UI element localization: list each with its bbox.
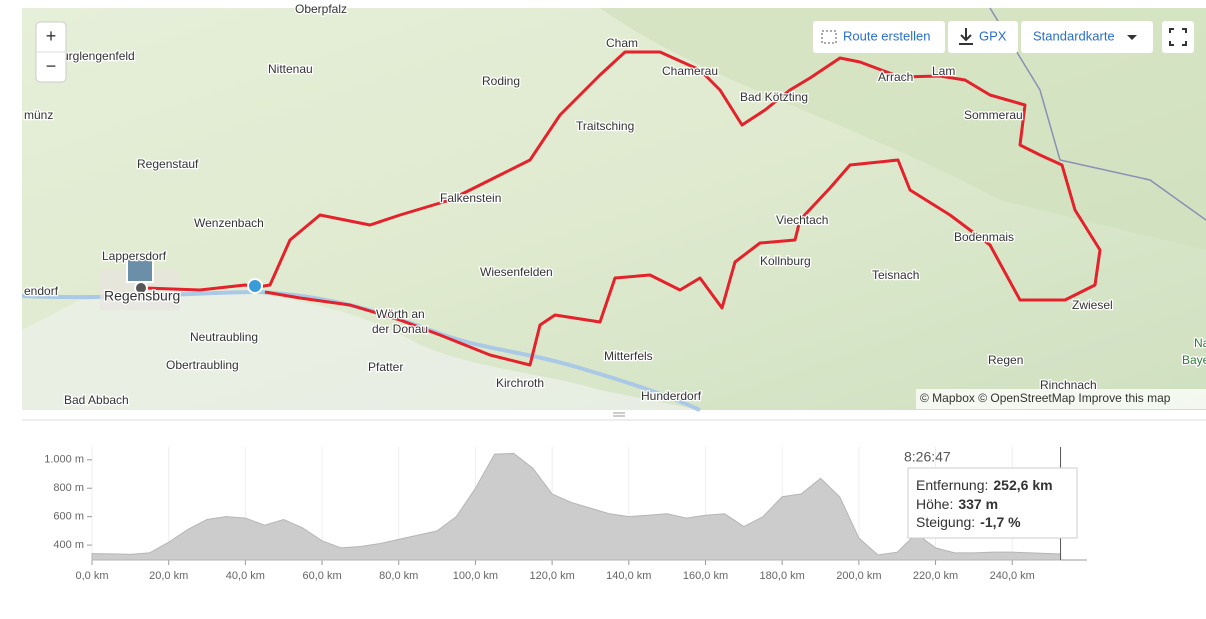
place: Arrach (878, 70, 913, 84)
place: Mitterfels (604, 349, 653, 363)
place: Na (1194, 336, 1206, 350)
route-icon (821, 30, 837, 44)
place: Nittenau (268, 62, 313, 76)
tooltip-key: Höhe: (916, 496, 953, 512)
place: Chamerau (662, 64, 718, 78)
place: Lam (932, 64, 955, 78)
x-tick-label: 100,0 km (453, 570, 498, 582)
tooltip-value: 337 m (958, 496, 998, 512)
border (989, 7, 1206, 221)
x-tick-label: 240,0 km (990, 570, 1035, 582)
place: Traitsching (576, 119, 634, 133)
x-tick-label: 220,0 km (913, 570, 958, 582)
place: der Donau (372, 322, 428, 336)
place: Baye (1182, 353, 1206, 367)
tooltip-time: 8:26:47 (904, 449, 951, 465)
tooltip-value: -1,7 % (980, 514, 1021, 530)
y-tick-label: 1.000 m (44, 454, 84, 466)
place: Teisnach (872, 268, 919, 282)
place: Viechtach (776, 213, 828, 227)
gpx-button-label[interactable]: GPX (979, 28, 1007, 43)
x-tick-label: 60,0 km (302, 570, 341, 582)
map-toolbar: Route erstellen GPX Standardkarte (813, 21, 1194, 53)
place: Falkenstein (440, 191, 501, 205)
finish-marker (134, 281, 148, 295)
place: Regenstauf (137, 157, 199, 171)
plain-area (22, 290, 700, 410)
tooltip-value: 252,6 km (993, 477, 1052, 493)
x-tick-label: 200,0 km (836, 570, 881, 582)
place: Obertraubling (166, 358, 239, 372)
place: Regen (988, 353, 1023, 367)
attribution[interactable]: © Mapbox © OpenStreetMap Improve this ma… (920, 391, 1171, 405)
place: Bodenmais (954, 230, 1014, 244)
place: Lappersdorf (102, 249, 167, 263)
x-tick-label: 20,0 km (149, 570, 188, 582)
x-tick-label: 0,0 km (75, 570, 108, 582)
place: Neutraubling (190, 330, 258, 344)
forest-area (600, 8, 1206, 250)
attribution-bg (916, 389, 1206, 409)
download-icon (959, 28, 973, 45)
place: urglengenfeld (62, 49, 135, 63)
place: Wiesenfelden (480, 265, 553, 279)
route (144, 50, 1102, 367)
x-tick-label: 160,0 km (683, 570, 728, 582)
place: Bad Kötzting (740, 90, 808, 104)
place: Kollnburg (760, 254, 811, 268)
x-tick-label: 120,0 km (529, 570, 574, 582)
place: Kirchroth (496, 376, 544, 390)
place: Regensburg (104, 288, 180, 304)
tooltip-key: Steigung: (916, 514, 975, 530)
place: Bad Abbach (64, 393, 129, 407)
elevation-area (91, 452, 1062, 561)
x-tick-label: 140,0 km (606, 570, 651, 582)
place: Sommerau (964, 108, 1023, 122)
tooltip-row: Entfernung: 252,6 km (916, 477, 1053, 493)
place: endorf (24, 284, 59, 298)
style-button-label[interactable]: Standardkarte (1033, 28, 1115, 43)
position-marker (247, 278, 263, 294)
place: Wörth an (376, 307, 425, 321)
y-tick-label: 800 m (53, 482, 84, 494)
tooltip-row: Steigung: -1,7 % (916, 514, 1021, 530)
place: Oberpfalz (295, 2, 347, 16)
x-tick-label: 80,0 km (379, 570, 418, 582)
tooltip-key: Entfernung: (916, 477, 988, 493)
zoom-control: + − (35, 21, 67, 83)
tooltip (907, 467, 1078, 539)
elevation-chart: 0,0 km 20,0 km 40,0 km 60,0 km 80,0 km 100,0 … (44, 447, 1087, 582)
place: Wenzenbach (194, 216, 264, 230)
route-button[interactable] (813, 21, 945, 53)
place: Pfatter (368, 360, 403, 374)
x-tick-label: 40,0 km (226, 570, 265, 582)
x-tick-label: 180,0 km (760, 570, 805, 582)
map-labels: Oberpfalz urglengenfeld Nittenau Roding … (23, 1, 1206, 409)
fullscreen-icon (1169, 28, 1187, 46)
place: Hunderdorf (641, 389, 702, 403)
resize-grip[interactable] (613, 412, 625, 417)
place: Roding (482, 74, 520, 88)
route-button-label[interactable]: Route erstellen (843, 28, 930, 43)
place: Cham (606, 36, 638, 50)
place: münz (24, 108, 53, 122)
fullscreen-button[interactable] (1162, 21, 1194, 53)
place: Zwiesel (1072, 298, 1113, 312)
zoom-out[interactable]: − (46, 56, 57, 76)
y-tick-label: 400 m (53, 539, 84, 551)
style-button[interactable] (1021, 21, 1153, 53)
y-tick-label: 600 m (53, 511, 84, 523)
photo-thumbnail[interactable] (126, 257, 154, 283)
zoom-in[interactable]: + (46, 26, 57, 46)
caret (1127, 35, 1137, 40)
tooltip-row: Höhe: 337 m (916, 496, 998, 512)
